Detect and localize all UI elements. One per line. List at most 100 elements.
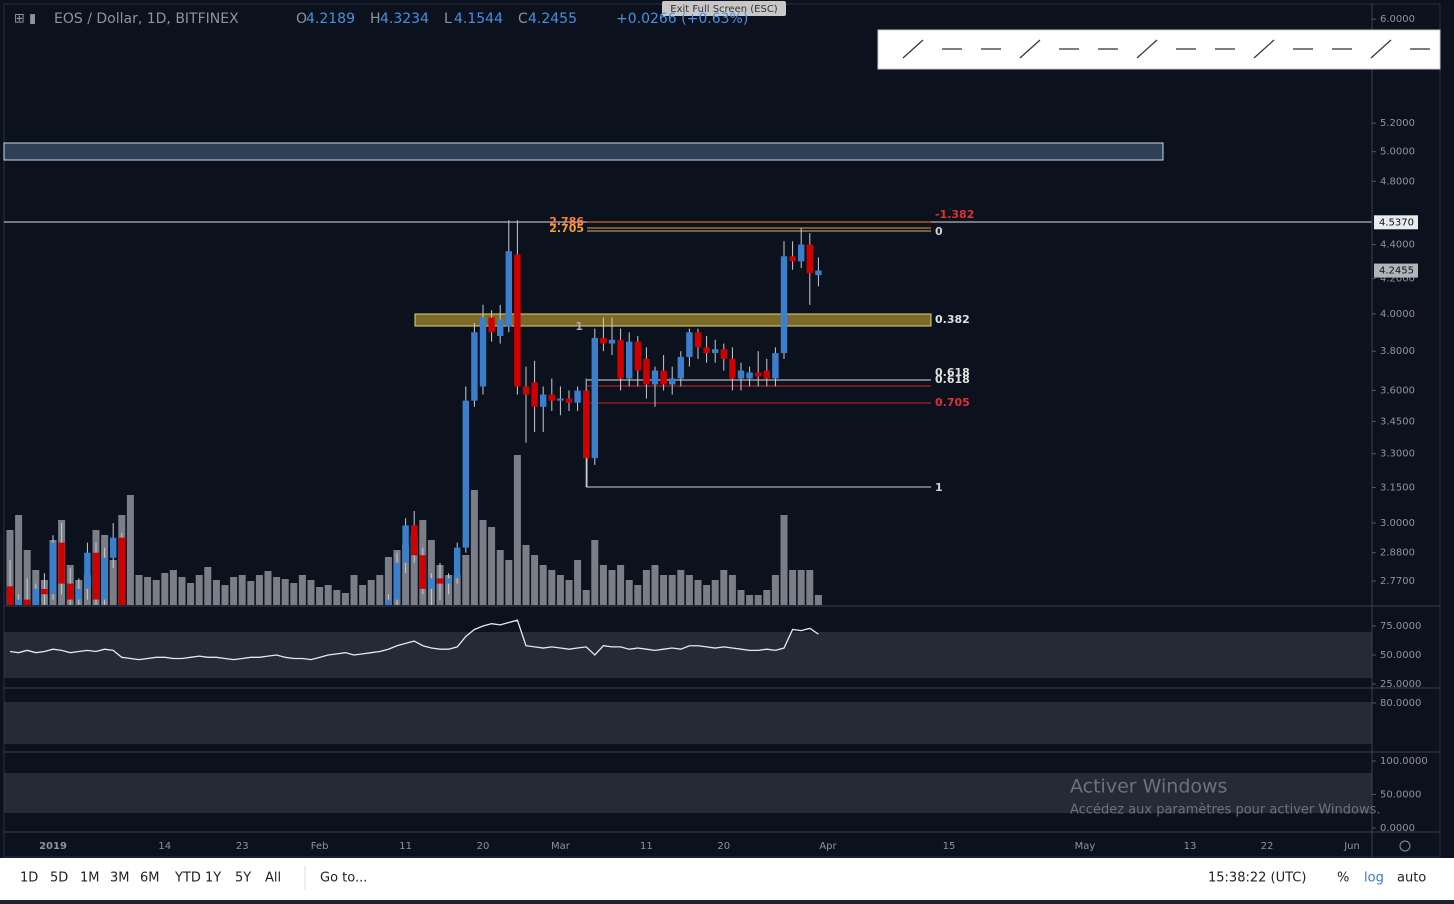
volume-bar xyxy=(522,545,530,605)
fib-label: 0.705 xyxy=(935,396,970,409)
y-tick-label: 3.4500 xyxy=(1380,416,1415,427)
volume-bar xyxy=(376,575,384,605)
candle-body xyxy=(600,337,607,344)
volume-bar xyxy=(109,560,117,605)
candle-body xyxy=(110,537,117,558)
volume-bar xyxy=(582,590,590,605)
goto[interactable]: Go to... xyxy=(320,871,367,886)
volume-bar xyxy=(548,570,556,605)
y-tick-label: 5.2000 xyxy=(1380,118,1415,129)
fib-label: 0.618 xyxy=(935,373,970,386)
change: +0.0266 (+0.63%) xyxy=(616,11,748,27)
volume-bar xyxy=(316,587,324,605)
volume-bar xyxy=(642,570,650,605)
watermark-text: Accédez aux paramètres pour activer Wind… xyxy=(1070,803,1381,818)
exit-fullscreen-label[interactable]: Exit Full Screen (ESC) xyxy=(670,4,778,15)
candle-body xyxy=(651,370,659,385)
range-button[interactable]: All xyxy=(265,871,281,886)
volume-bar xyxy=(290,583,298,605)
x-tick-label: 22 xyxy=(1261,841,1274,852)
candle-body xyxy=(763,370,770,379)
ohlc-value: 4.2455 xyxy=(528,11,577,27)
x-tick-label: 15 xyxy=(943,841,956,852)
volume-bar xyxy=(298,575,306,605)
volume-bar xyxy=(513,455,521,605)
stoch-band xyxy=(4,773,1372,813)
candle-body xyxy=(669,378,676,385)
volume-bar xyxy=(273,577,281,605)
volume-bar xyxy=(685,575,693,605)
range-button[interactable]: 3M xyxy=(110,871,130,886)
candle-body xyxy=(428,578,435,589)
volume-bar xyxy=(479,520,487,605)
candle-body xyxy=(548,394,555,401)
fib-label: 0.618 xyxy=(935,366,970,379)
volume-bar xyxy=(161,573,169,605)
ohlc-key: O xyxy=(296,11,307,27)
candle-body xyxy=(540,394,547,407)
volume-bar xyxy=(204,567,212,605)
auto-toggle[interactable]: auto xyxy=(1397,871,1426,886)
price-label-box xyxy=(1374,215,1418,230)
candle-body xyxy=(118,537,125,605)
volume-bar xyxy=(126,495,134,605)
tool-glyph xyxy=(1253,39,1275,59)
range-button[interactable]: 1D xyxy=(20,871,38,886)
volume-bar xyxy=(565,580,573,605)
volume-bar xyxy=(694,580,702,605)
rsi-line xyxy=(9,619,819,661)
price-label-box xyxy=(1374,263,1418,278)
fib-label: 2.705 xyxy=(549,222,584,235)
x-tick-label: 23 xyxy=(236,841,249,852)
candle-body xyxy=(617,339,624,379)
range-button[interactable]: 1M xyxy=(80,871,100,886)
percent-toggle[interactable]: % xyxy=(1337,871,1349,886)
candle-body xyxy=(565,398,573,403)
fib-label: 0.382 xyxy=(935,313,970,326)
y-tick-label: 4.4000 xyxy=(1380,240,1415,251)
y-tick-label: 3.8000 xyxy=(1380,346,1415,357)
x-tick-label: Jun xyxy=(1343,841,1360,852)
x-tick-label: May xyxy=(1075,841,1096,852)
volume-bar xyxy=(238,575,246,605)
ohlc-value: 4.2189 xyxy=(306,11,355,27)
candle-body xyxy=(780,256,788,354)
y-tick-label: 100.0000 xyxy=(1380,756,1428,767)
range-button[interactable]: 6M xyxy=(140,871,160,886)
volume-bar xyxy=(135,575,143,605)
candle-body xyxy=(798,244,805,262)
candle-body xyxy=(393,562,401,600)
x-tick-label: 20 xyxy=(717,841,730,852)
exit-fullscreen-button[interactable] xyxy=(662,1,786,16)
y-tick-label: 4.2000 xyxy=(1380,273,1415,284)
rsi-band xyxy=(4,632,1372,678)
y-tick-label: 50.0000 xyxy=(1380,650,1421,661)
log-toggle[interactable]: log xyxy=(1364,871,1384,886)
candle-body xyxy=(49,542,57,595)
candle-body xyxy=(514,254,521,387)
volume-bar xyxy=(737,590,745,605)
tool-glyph xyxy=(902,39,924,59)
range-button[interactable]: 1Y xyxy=(205,871,221,886)
candle-body xyxy=(462,400,469,548)
volume-bar xyxy=(505,560,513,605)
x-tick-label: 11 xyxy=(399,841,412,852)
volume-bar xyxy=(746,595,754,605)
candle-body xyxy=(454,547,461,579)
range-button[interactable]: 5D xyxy=(50,871,68,886)
candle-body xyxy=(626,341,633,379)
candle-body xyxy=(815,270,822,276)
symbol[interactable]: EOS / Dollar, 1D, BITFINEX xyxy=(54,11,239,27)
volume-bar xyxy=(651,565,659,605)
volume-bar xyxy=(711,580,719,605)
volume-bar xyxy=(350,575,358,605)
x-tick-label: 2019 xyxy=(39,841,67,852)
volume-bar xyxy=(763,590,771,605)
candle-body xyxy=(505,251,512,327)
range-button[interactable]: YTD xyxy=(174,871,201,886)
settings-icon[interactable] xyxy=(1399,840,1411,852)
range-button[interactable]: 5Y xyxy=(235,871,251,886)
volume-bar xyxy=(574,560,582,605)
volume-bar xyxy=(341,593,349,605)
volume-bar xyxy=(247,581,255,605)
